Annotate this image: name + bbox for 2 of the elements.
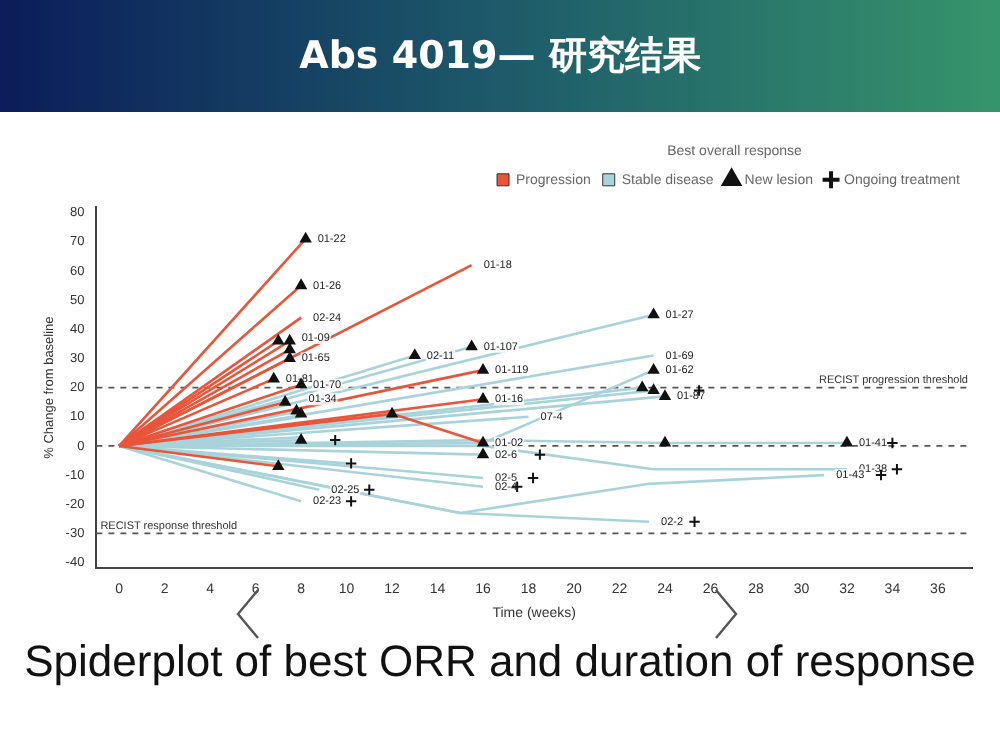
text: Spiderplot of best ORR and duration of response [22,636,978,688]
chart-title: Abs 4019— 研究结果 [0,0,1000,112]
